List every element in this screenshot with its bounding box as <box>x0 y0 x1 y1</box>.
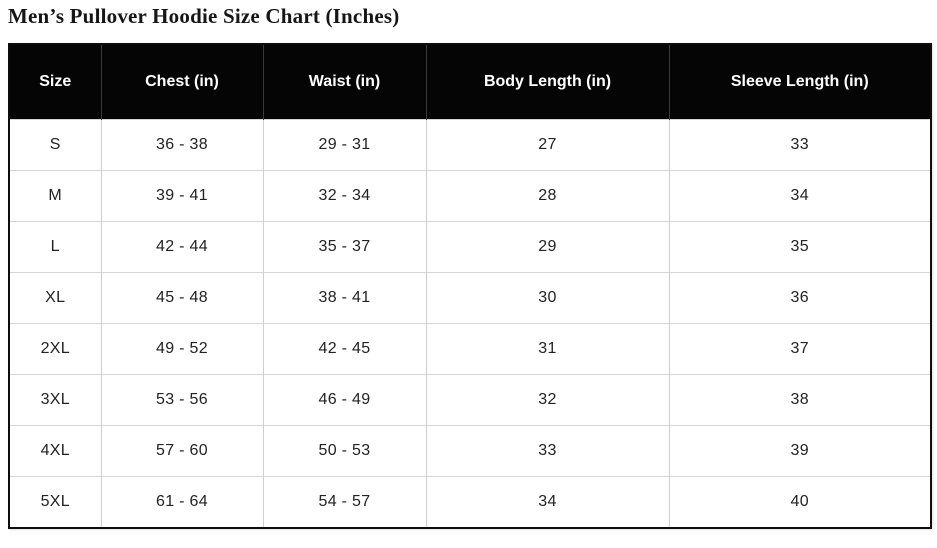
chest-in-cell: 57 - 60 <box>101 425 264 477</box>
waist-in-cell: 29 - 31 <box>263 119 427 171</box>
chest-in-cell: 42 - 44 <box>101 221 264 273</box>
size-chart-table: Size Chest (in) Waist (in) Body Length (in)… <box>8 43 932 529</box>
sleeve-length-in-cell: 40 <box>669 476 931 528</box>
table-header-row: Size Chest (in) Waist (in) Body Length (in)… <box>9 44 931 120</box>
sleeve-length-in-cell: 37 <box>669 323 931 375</box>
table-header: Size Chest (in) Waist (in) Body Length (in)… <box>9 44 931 120</box>
table-row-4xl: 4XL 57 - 60 50 - 53 33 39 <box>9 425 931 477</box>
chest-in-cell: 53 - 56 <box>101 374 264 426</box>
table-row-3xl: 3XL 53 - 56 46 - 49 32 38 <box>9 374 931 426</box>
waist-in-cell: 38 - 41 <box>263 272 427 324</box>
size-cell: M <box>9 170 102 222</box>
size-cell: XL <box>9 272 102 324</box>
sleeve-length-in-cell: 35 <box>669 221 931 273</box>
waist-in-cell: 42 - 45 <box>263 323 427 375</box>
chest-in-cell: 45 - 48 <box>101 272 264 324</box>
body-length-in-cell: 33 <box>426 425 670 477</box>
waist-in-cell: 54 - 57 <box>263 476 427 528</box>
column-header-chest-in: Chest (in) <box>101 44 264 120</box>
waist-in-cell: 50 - 53 <box>263 425 427 477</box>
sleeve-length-in-cell: 34 <box>669 170 931 222</box>
column-header-size: Size <box>9 44 102 120</box>
body-length-in-cell: 27 <box>426 119 670 171</box>
size-cell: 3XL <box>9 374 102 426</box>
waist-in-cell: 46 - 49 <box>263 374 427 426</box>
size-cell: 2XL <box>9 323 102 375</box>
page-title: Men’s Pullover Hoodie Size Chart (Inches… <box>8 4 400 28</box>
size-cell: S <box>9 119 102 171</box>
chest-in-cell: 49 - 52 <box>101 323 264 375</box>
body-length-in-cell: 34 <box>426 476 670 528</box>
chest-in-cell: 36 - 38 <box>101 119 264 171</box>
column-header-body-length-in: Body Length (in) <box>426 44 670 120</box>
chest-in-cell: 61 - 64 <box>101 476 264 528</box>
table-row-2xl: 2XL 49 - 52 42 - 45 31 37 <box>9 323 931 375</box>
table-body: S 36 - 38 29 - 31 27 33 M 39 - 41 32 - 34 28 34 L 4… <box>9 119 931 528</box>
body-length-in-cell: 28 <box>426 170 670 222</box>
body-length-in-cell: 29 <box>426 221 670 273</box>
table-row-s: S 36 - 38 29 - 31 27 33 <box>9 119 931 171</box>
table-row-xl: XL 45 - 48 38 - 41 30 36 <box>9 272 931 324</box>
chest-in-cell: 39 - 41 <box>101 170 264 222</box>
column-header-sleeve-length-in: Sleeve Length (in) <box>669 44 931 120</box>
table-row-5xl: 5XL 61 - 64 54 - 57 34 40 <box>9 476 931 528</box>
sleeve-length-in-cell: 33 <box>669 119 931 171</box>
body-length-in-cell: 31 <box>426 323 670 375</box>
body-length-in-cell: 30 <box>426 272 670 324</box>
table-row-m: M 39 - 41 32 - 34 28 34 <box>9 170 931 222</box>
waist-in-cell: 35 - 37 <box>263 221 427 273</box>
waist-in-cell: 32 - 34 <box>263 170 427 222</box>
size-cell: 4XL <box>9 425 102 477</box>
size-cell: 5XL <box>9 476 102 528</box>
sleeve-length-in-cell: 39 <box>669 425 931 477</box>
sleeve-length-in-cell: 38 <box>669 374 931 426</box>
column-header-waist-in: Waist (in) <box>263 44 427 120</box>
sleeve-length-in-cell: 36 <box>669 272 931 324</box>
body-length-in-cell: 32 <box>426 374 670 426</box>
table-row-l: L 42 - 44 35 - 37 29 35 <box>9 221 931 273</box>
size-cell: L <box>9 221 102 273</box>
